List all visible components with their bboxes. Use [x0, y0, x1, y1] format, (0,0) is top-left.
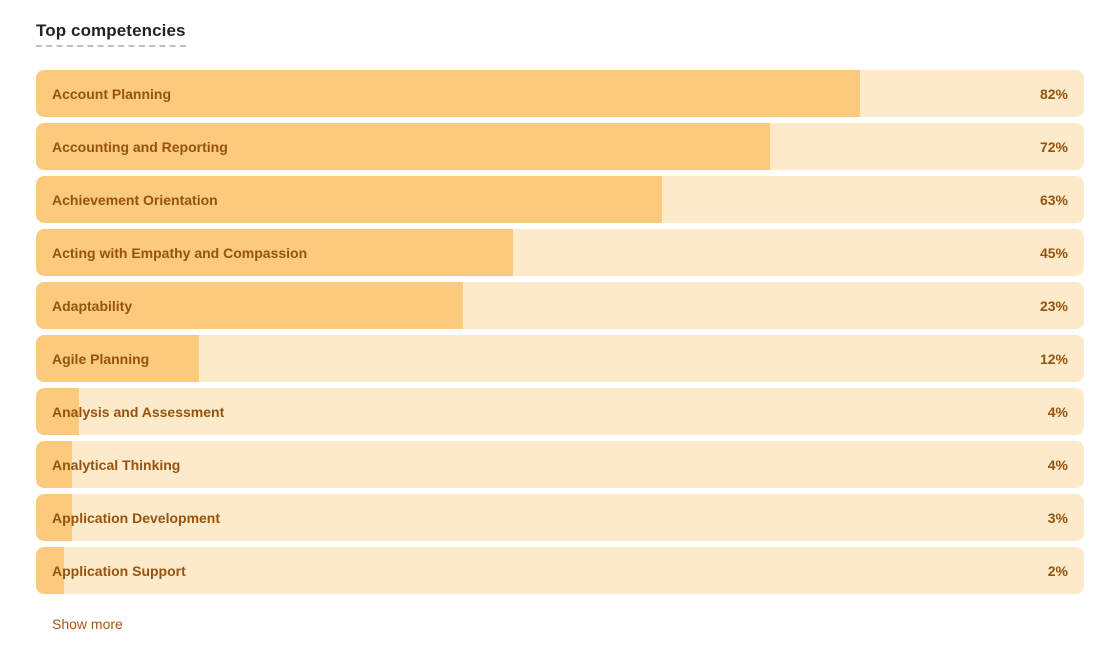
bar-value: 63%	[1039, 191, 1068, 208]
bar-label: Adaptability	[52, 297, 133, 314]
bar-fill	[36, 547, 65, 594]
bar-label: Analytical Thinking	[52, 456, 181, 473]
bar-value: 4%	[1047, 403, 1068, 420]
bar-fill	[36, 388, 79, 435]
bar-fill	[36, 176, 662, 223]
bar-row: Application Support 2%	[36, 547, 1084, 594]
bar-fill	[36, 70, 860, 117]
bar-row: Analysis and Assessment 4%	[36, 388, 1084, 435]
bar-row: Adaptability 23%	[36, 282, 1084, 329]
bar-fill	[36, 335, 200, 382]
bar-row: Agile Planning 12%	[36, 335, 1084, 382]
bar-row: Acting with Empathy and Compassion 45%	[36, 229, 1084, 276]
bar-label: Account Planning	[52, 85, 171, 102]
bar-value: 12%	[1039, 350, 1068, 367]
bar-row: Application Development 3%	[36, 494, 1084, 541]
bar-label: Analysis and Assessment	[52, 403, 225, 420]
bar-value: 82%	[1039, 85, 1068, 102]
bar-label: Application Development	[52, 509, 221, 526]
top-competencies-widget: Top competencies Account Planning 82% Ac…	[36, 21, 1084, 632]
bar-row: Account Planning 82%	[36, 70, 1084, 117]
bar-value: 4%	[1047, 456, 1068, 473]
bar-fill	[36, 494, 72, 541]
competencies-bar-chart: Account Planning 82% Accounting and Repo…	[36, 70, 1084, 594]
bar-value: 2%	[1047, 562, 1068, 579]
bar-label: Accounting and Reporting	[52, 138, 228, 155]
bar-row: Achievement Orientation 63%	[36, 176, 1084, 223]
bar-value: 3%	[1047, 509, 1068, 526]
bar-label: Acting with Empathy and Compassion	[52, 244, 308, 261]
page-title: Top competencies	[36, 21, 186, 47]
bar-row: Accounting and Reporting 72%	[36, 123, 1084, 170]
bar-value: 23%	[1039, 297, 1068, 314]
bar-fill	[36, 123, 770, 170]
bar-label: Agile Planning	[52, 350, 150, 367]
bar-fill	[36, 441, 72, 488]
show-more-link[interactable]: Show more	[52, 616, 123, 632]
bar-fill	[36, 229, 513, 276]
bar-value: 72%	[1039, 138, 1068, 155]
bar-value: 45%	[1039, 244, 1068, 261]
bar-label: Application Support	[52, 562, 186, 579]
bar-row: Analytical Thinking 4%	[36, 441, 1084, 488]
bar-label: Achievement Orientation	[52, 191, 218, 208]
bar-fill	[36, 282, 463, 329]
